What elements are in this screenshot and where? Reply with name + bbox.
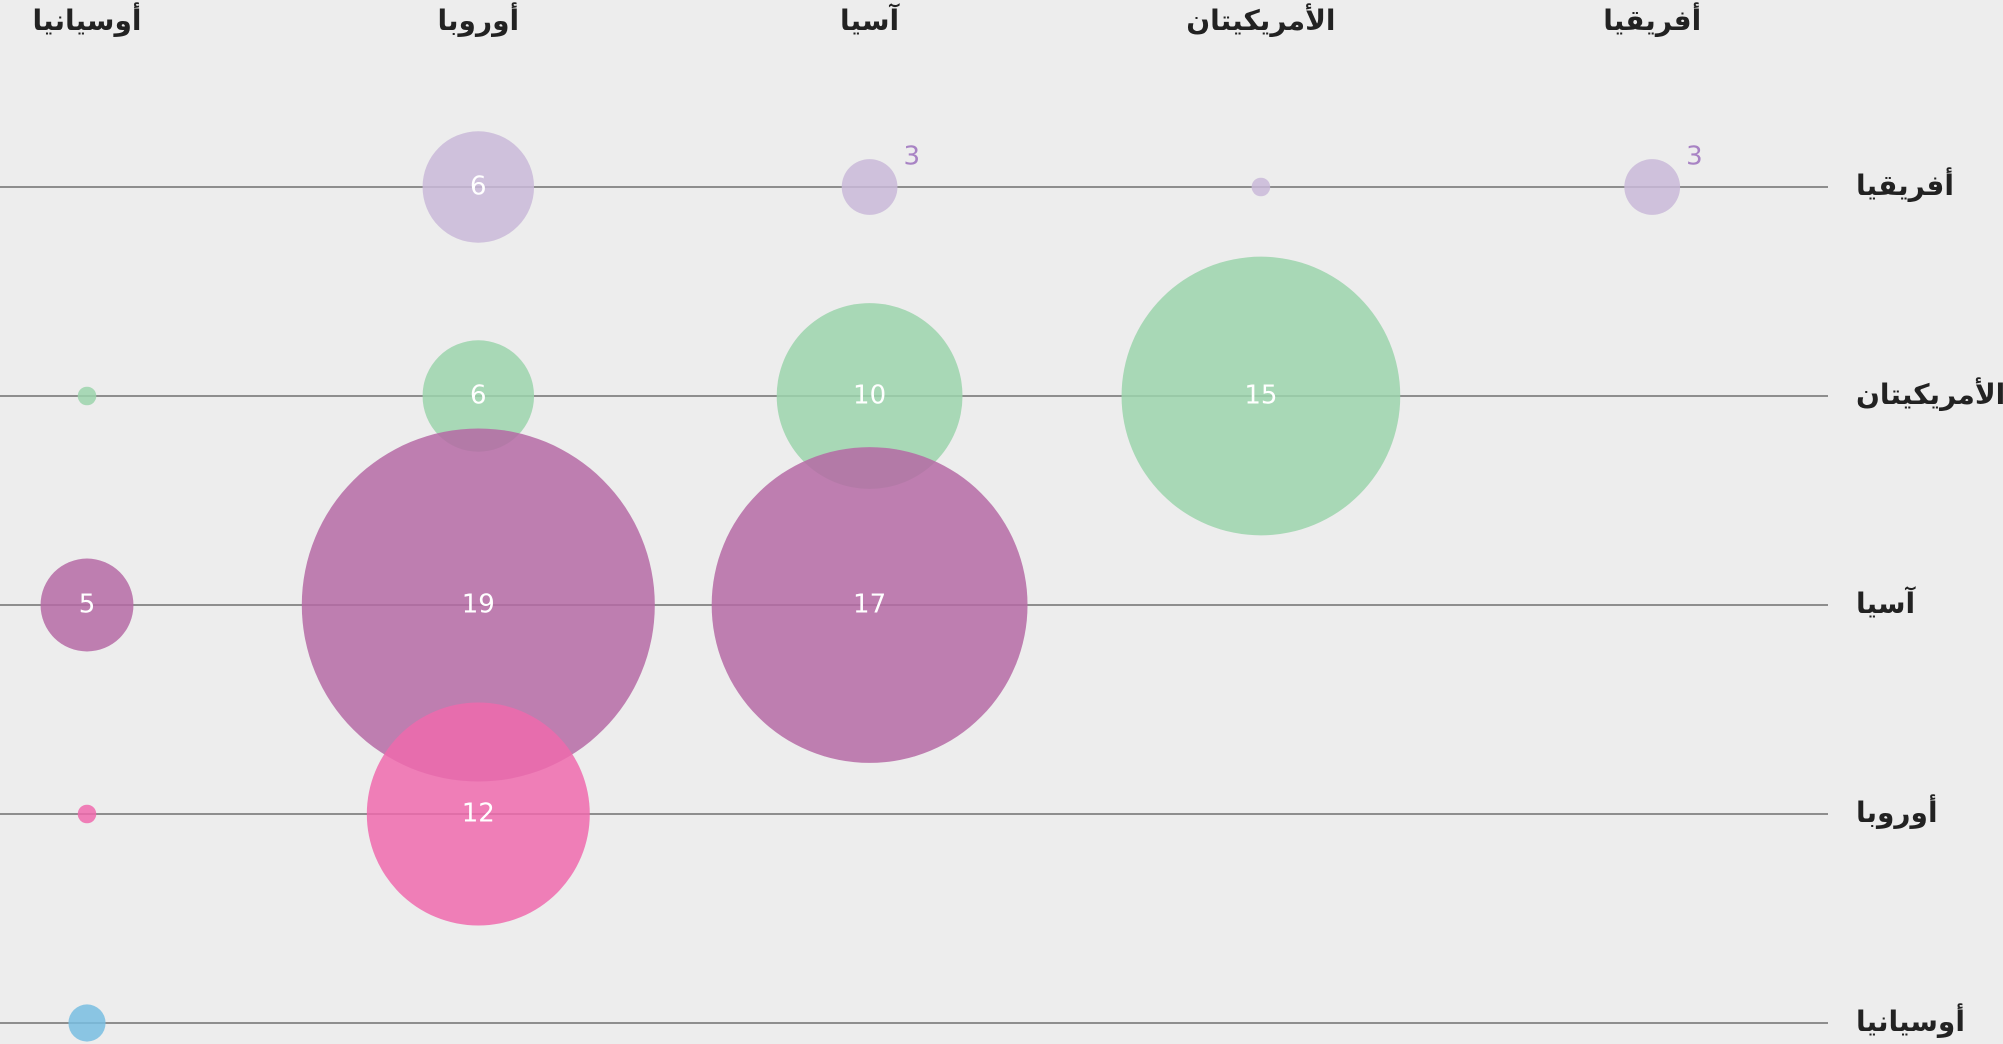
- bubble: [68, 1004, 106, 1042]
- bubble: [841, 159, 898, 215]
- bubble: [77, 386, 97, 406]
- value-label: 12: [462, 799, 495, 829]
- bubble: [301, 428, 655, 782]
- column-label: أوروبا: [438, 2, 520, 37]
- value-label: 10: [853, 381, 886, 411]
- row-label: آسيا: [1856, 586, 1916, 620]
- value-label: 3: [1686, 142, 1703, 172]
- row-label: الأمريكيتان: [1856, 377, 2003, 411]
- bubble: [422, 340, 535, 452]
- value-label: 15: [1244, 381, 1277, 411]
- value-label: 5: [79, 590, 96, 620]
- bubble: [1251, 177, 1271, 197]
- column-label: الأمريكيتان: [1186, 3, 1335, 37]
- bubble: [422, 131, 535, 243]
- value-label: 19: [462, 590, 495, 620]
- value-label: 17: [853, 590, 886, 620]
- bubble: [366, 702, 590, 926]
- value-label: 6: [470, 172, 487, 202]
- bubble: [77, 804, 97, 824]
- row-label: أوروبا: [1856, 794, 1938, 829]
- bubble: [776, 303, 963, 489]
- bubble: [711, 447, 1028, 763]
- value-label: 3: [903, 142, 920, 172]
- bubble: [1624, 159, 1681, 215]
- column-label: آسيا: [840, 3, 900, 37]
- column-label: أفريقيا: [1603, 2, 1701, 37]
- bubble: [1121, 256, 1401, 536]
- bubble: [40, 558, 134, 652]
- row-label: أوسيانيا: [1856, 1003, 1965, 1038]
- value-label: 6: [470, 381, 487, 411]
- column-label: أوسيانيا: [33, 2, 142, 37]
- row-label: أفريقيا: [1856, 167, 1954, 202]
